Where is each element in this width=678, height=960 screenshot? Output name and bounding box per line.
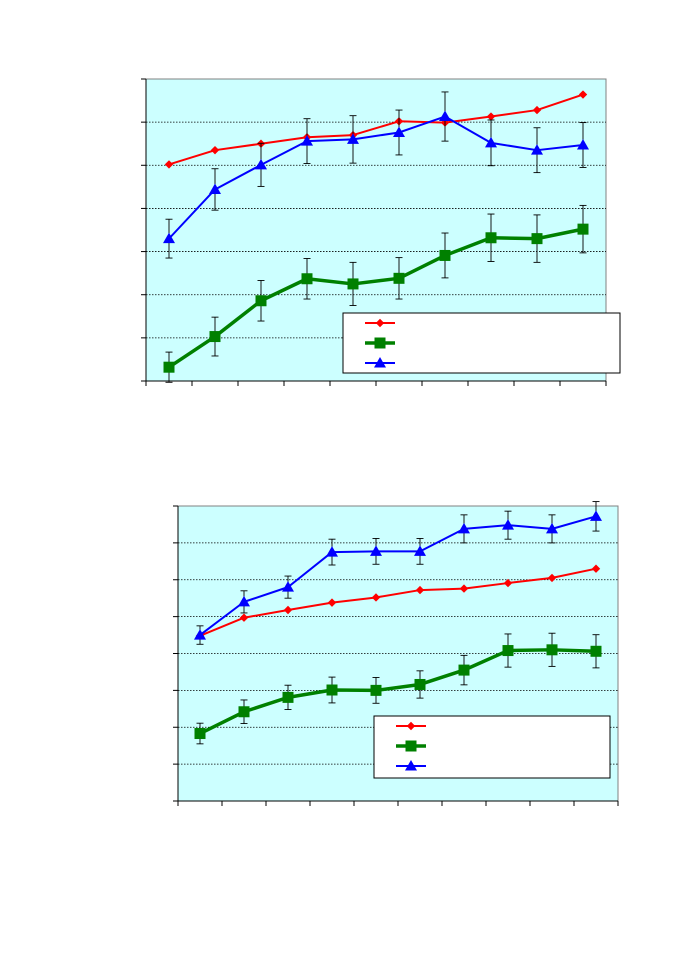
data-point — [458, 664, 470, 676]
legend-swatch-marker — [405, 740, 417, 752]
data-point — [414, 678, 426, 690]
data-point — [547, 573, 557, 583]
series-diamond — [195, 564, 601, 640]
data-point — [590, 645, 602, 657]
series-line — [168, 93, 584, 166]
data-point — [209, 183, 221, 194]
legend — [373, 715, 611, 779]
data-point — [163, 361, 175, 373]
data-point — [326, 546, 338, 557]
series-line — [199, 515, 597, 636]
data-point — [485, 232, 497, 244]
data-point — [531, 144, 543, 155]
data-point — [238, 595, 250, 607]
data-point — [347, 133, 359, 144]
data-point — [347, 278, 359, 290]
legend-swatch-marker — [374, 337, 386, 349]
series-square — [194, 632, 602, 745]
data-point — [209, 331, 221, 343]
data-point — [370, 545, 382, 556]
data-point — [503, 578, 513, 588]
data-point — [577, 139, 589, 150]
series-line — [199, 567, 597, 637]
data-point — [370, 684, 382, 696]
data-point — [371, 593, 381, 602]
data-point — [393, 126, 405, 137]
legend-swatch-marker — [405, 760, 417, 771]
data-point — [194, 629, 206, 640]
data-point — [502, 519, 514, 530]
data-point — [577, 223, 589, 235]
data-point — [282, 691, 294, 703]
data-point — [301, 135, 313, 146]
data-point — [326, 684, 338, 696]
data-point — [546, 644, 558, 656]
data-point — [439, 249, 451, 261]
data-point — [546, 522, 558, 534]
data-point — [163, 232, 175, 244]
legend-swatch-marker — [375, 318, 385, 328]
data-point — [439, 110, 451, 122]
data-point — [283, 605, 293, 615]
data-point — [238, 706, 250, 718]
data-point — [532, 105, 542, 115]
legend-swatch-marker — [374, 357, 386, 368]
series-square — [163, 204, 589, 383]
data-point — [502, 645, 514, 657]
data-point — [414, 545, 426, 556]
data-point — [591, 564, 601, 573]
data-point — [485, 136, 497, 148]
data-point — [255, 158, 267, 170]
chart-bottom — [173, 501, 619, 806]
data-point — [590, 510, 602, 521]
data-point — [393, 272, 405, 284]
series-line — [199, 648, 597, 736]
chart-top — [141, 78, 621, 386]
data-point — [210, 145, 220, 155]
data-point — [327, 598, 337, 607]
data-point — [301, 273, 313, 285]
series-line — [168, 115, 584, 240]
series-line — [168, 227, 584, 369]
data-point — [459, 584, 469, 593]
series-triangle — [194, 501, 602, 645]
series-triangle — [163, 91, 589, 259]
data-point — [194, 728, 206, 740]
data-point — [255, 295, 267, 307]
series-diamond — [164, 90, 588, 169]
data-point — [531, 233, 543, 245]
data-point — [458, 522, 470, 534]
legend — [342, 312, 621, 374]
data-point — [486, 112, 496, 121]
data-point — [164, 160, 174, 169]
data-point — [239, 613, 249, 622]
legend-swatch-marker — [406, 721, 416, 731]
data-point — [415, 585, 425, 595]
data-point — [578, 90, 588, 99]
data-point — [282, 581, 294, 592]
